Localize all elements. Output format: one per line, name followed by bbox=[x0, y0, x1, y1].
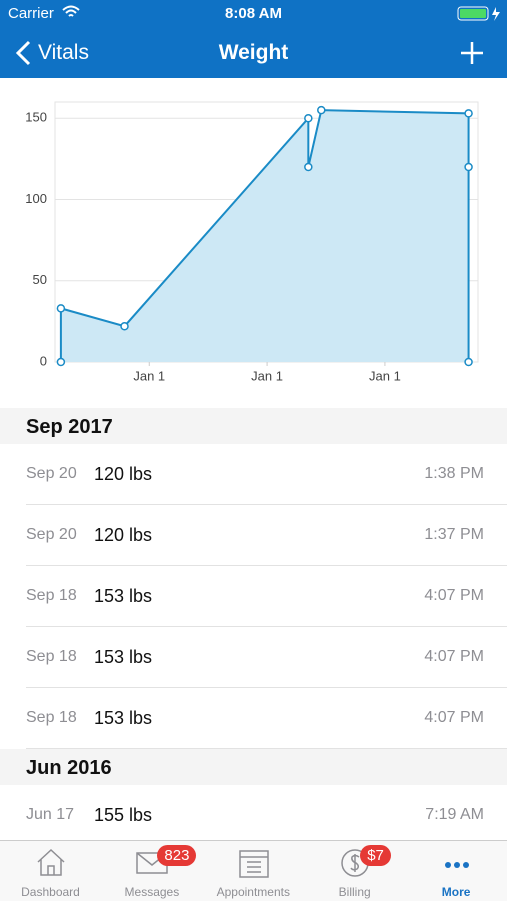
tab[interactable]: Messages 823 bbox=[101, 841, 202, 901]
badge: $7 bbox=[360, 845, 391, 866]
list-row[interactable]: Sep 18 153 lbs 4:07 PM bbox=[26, 688, 507, 749]
row-weight: 153 lbs bbox=[94, 647, 153, 667]
clock: 8:08 AM bbox=[225, 5, 282, 22]
back-button[interactable]: Vitals bbox=[38, 41, 89, 64]
point bbox=[56, 304, 66, 313]
chart: 0 50 100 150 Jan 1 Jan 1 Jan 1 bbox=[25, 101, 479, 383]
section-header: Sep 2017 bbox=[0, 408, 507, 444]
tab-label: Appointments bbox=[216, 885, 290, 899]
point bbox=[317, 105, 326, 115]
carrier: Carrier bbox=[8, 5, 54, 22]
wifi-icon bbox=[62, 5, 80, 17]
tab-icon bbox=[239, 850, 269, 878]
row-time: 1:37 PM bbox=[424, 526, 484, 543]
row-date: Sep 18 bbox=[26, 648, 77, 665]
battery-icon bbox=[457, 6, 500, 21]
tab-icon bbox=[444, 862, 469, 868]
x-tick-label: Jan 1 bbox=[133, 368, 165, 383]
tab-label: More bbox=[441, 885, 471, 899]
row-time: 4:07 PM bbox=[424, 648, 484, 665]
row-time: 4:07 PM bbox=[424, 709, 484, 726]
tab-label: Dashboard bbox=[21, 885, 80, 899]
back-icon[interactable] bbox=[14, 40, 34, 66]
point bbox=[56, 357, 66, 367]
y-tick-label: 50 bbox=[33, 272, 47, 287]
tab-bar: Dashboard Messages 823 Appointments Billing $… bbox=[0, 840, 507, 901]
y-tick-label: 0 bbox=[40, 353, 47, 368]
list-row[interactable]: Jun 17 155 lbs 7:19 AM bbox=[26, 785, 507, 840]
point bbox=[464, 109, 473, 118]
row-weight: 120 lbs bbox=[94, 525, 153, 545]
x-tick-label: Jan 1 bbox=[369, 368, 401, 383]
tab-icon bbox=[37, 848, 65, 876]
row-weight: 155 lbs bbox=[94, 805, 153, 825]
area bbox=[60, 110, 469, 362]
row-date: Jun 17 bbox=[26, 806, 75, 823]
row-weight: 153 lbs bbox=[94, 586, 153, 606]
row-weight: 153 lbs bbox=[94, 708, 153, 728]
point bbox=[120, 322, 129, 331]
section-header: Jun 2016 bbox=[0, 749, 507, 785]
row-time: 1:38 PM bbox=[424, 465, 484, 482]
point bbox=[464, 357, 473, 367]
list-row[interactable]: Sep 20 120 lbs 1:37 PM bbox=[26, 505, 507, 566]
row-date: Sep 18 bbox=[26, 709, 77, 726]
row-date: Sep 18 bbox=[26, 587, 77, 604]
list-row[interactable]: Sep 20 120 lbs 1:38 PM bbox=[26, 444, 507, 505]
point bbox=[464, 162, 473, 172]
add-button[interactable] bbox=[460, 41, 484, 65]
tab[interactable]: More bbox=[406, 841, 507, 901]
row-date: Sep 20 bbox=[26, 526, 77, 543]
tab[interactable]: Dashboard bbox=[0, 841, 101, 901]
row-date: Sep 20 bbox=[26, 465, 77, 482]
x-tick-label: Jan 1 bbox=[251, 368, 283, 383]
row-weight: 120 lbs bbox=[94, 464, 153, 484]
point bbox=[304, 162, 313, 172]
nav-title: Weight bbox=[218, 41, 289, 64]
point bbox=[304, 114, 313, 123]
list-row[interactable]: Sep 18 153 lbs 4:07 PM bbox=[26, 566, 507, 627]
y-tick-label: 100 bbox=[25, 191, 47, 206]
tab-label: Messages bbox=[124, 885, 180, 899]
tab-label: Billing bbox=[338, 885, 371, 899]
tab[interactable]: Billing $7 bbox=[304, 841, 405, 901]
list-row[interactable]: Sep 18 153 lbs 4:07 PM bbox=[26, 627, 507, 688]
row-time: 4:07 PM bbox=[424, 587, 484, 604]
y-tick-label: 150 bbox=[25, 110, 47, 125]
header: Carrier 8:08 AM Vitals Weight bbox=[0, 0, 507, 78]
row-time: 7:19 AM bbox=[425, 806, 484, 823]
tab[interactable]: Appointments bbox=[203, 841, 304, 901]
weight-list: Sep 2017 Sep 20 120 lbs 1:38 PM Sep 20 120 lb… bbox=[0, 408, 507, 840]
badge: 823 bbox=[157, 845, 197, 866]
